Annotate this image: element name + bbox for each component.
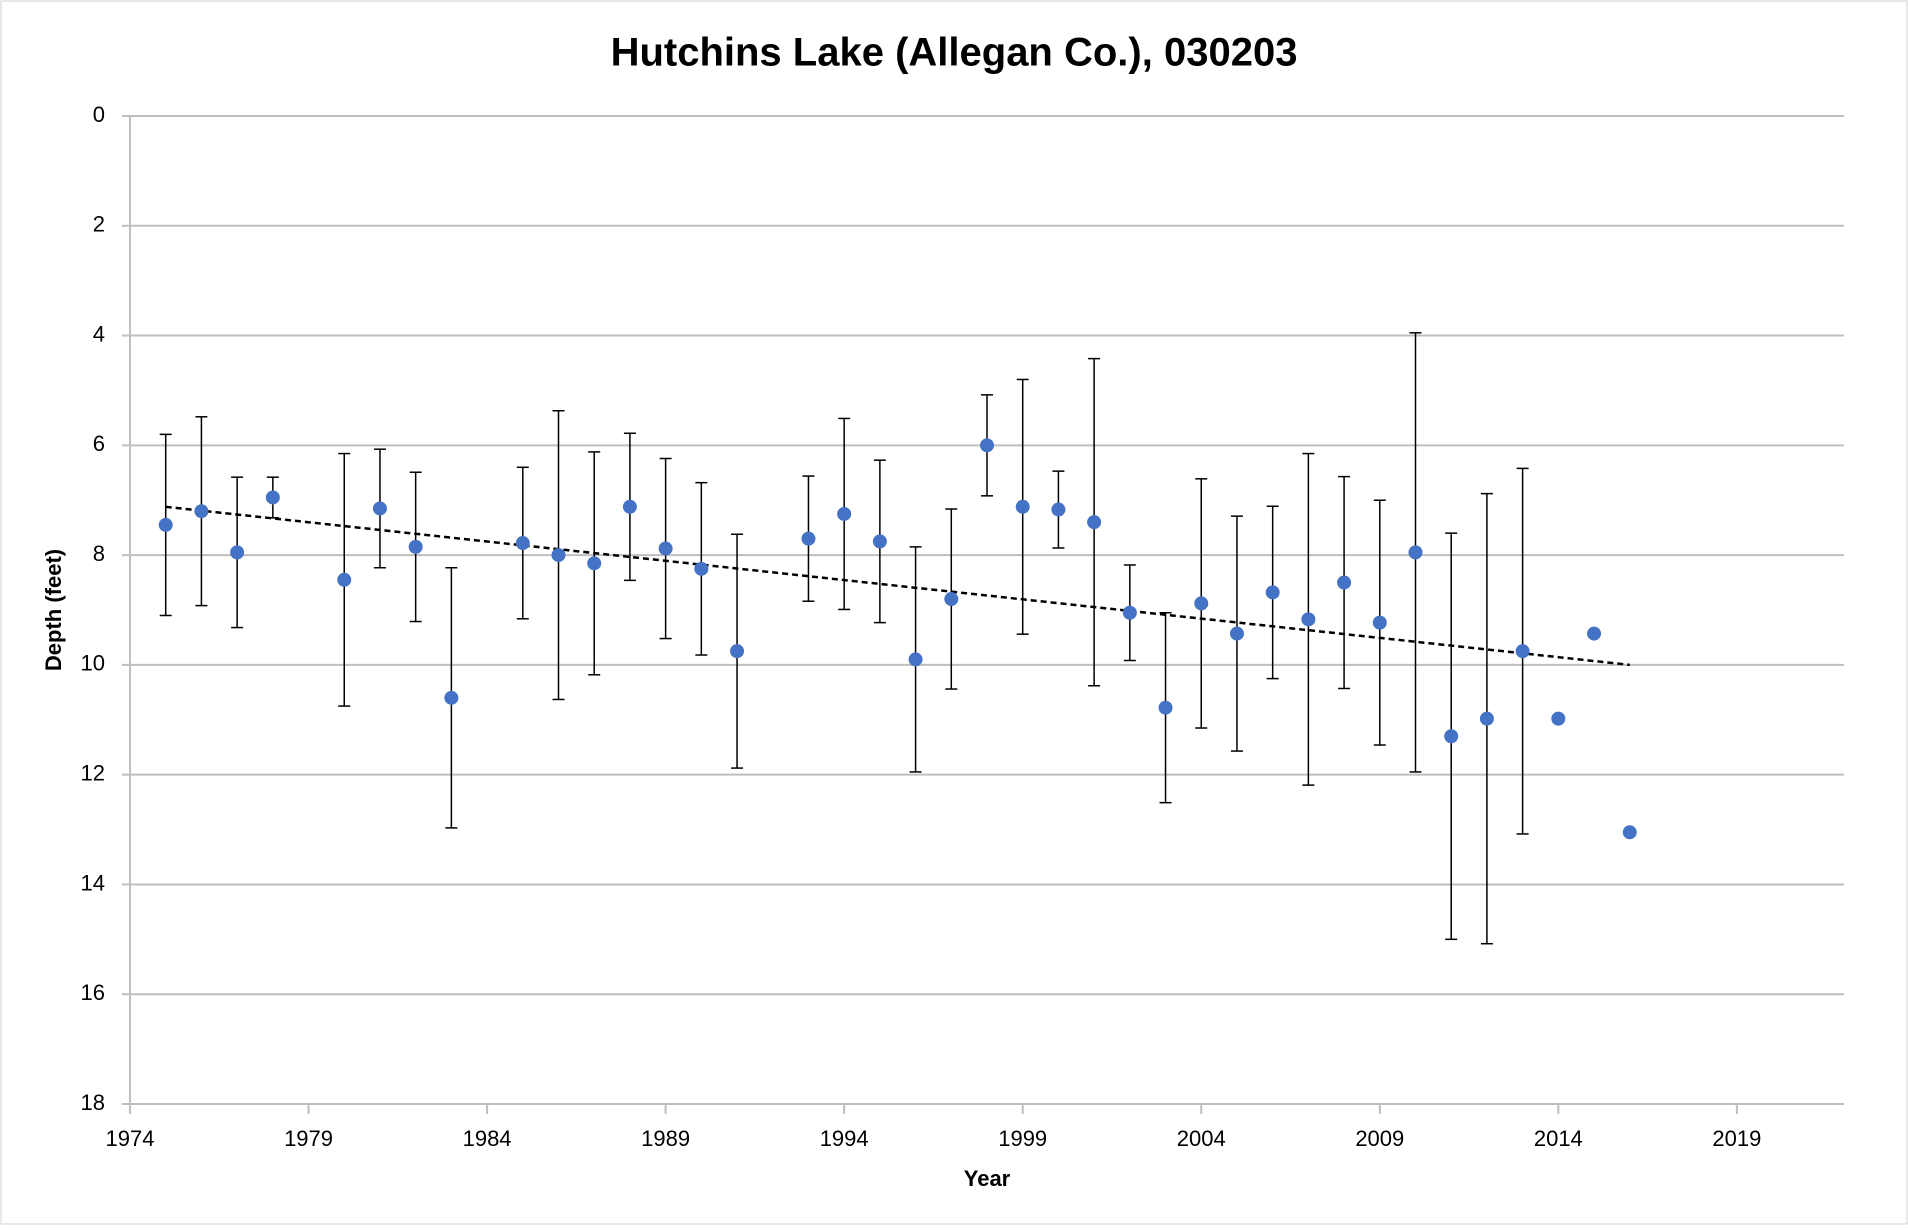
data-point	[1444, 729, 1459, 744]
x-axis-title: Year	[964, 1166, 1011, 1191]
y-tick-label: 14	[81, 870, 105, 895]
chart-title: Hutchins Lake (Allegan Co.), 030203	[611, 31, 1298, 75]
data-point	[980, 438, 994, 453]
data-point	[1087, 515, 1102, 530]
data-point	[1622, 825, 1637, 840]
data-point	[944, 592, 959, 607]
data-point	[158, 517, 173, 532]
y-tick-label: 10	[81, 651, 105, 676]
trendline	[165, 505, 1630, 667]
data-point	[872, 534, 887, 549]
data-point	[1301, 612, 1316, 627]
x-tick-label: 1984	[463, 1126, 512, 1151]
y-tick-label: 2	[93, 212, 105, 237]
x-tick-label: 1979	[284, 1126, 333, 1151]
data-point	[1408, 545, 1423, 560]
data-point	[1551, 711, 1566, 726]
data-point	[1122, 605, 1137, 620]
data-point	[265, 490, 280, 505]
y-axis-title: Depth (feet)	[41, 549, 66, 671]
x-tick-label: 2004	[1177, 1126, 1226, 1151]
y-tick-label: 12	[81, 760, 105, 785]
data-point	[1587, 626, 1602, 641]
y-tick-label: 6	[93, 431, 105, 456]
data-point	[1158, 700, 1173, 715]
x-tick-label: 1999	[998, 1126, 1047, 1151]
data-point	[658, 541, 673, 556]
data-point	[908, 652, 923, 667]
data-point	[1051, 502, 1066, 517]
data-point	[1229, 626, 1244, 641]
data-point	[194, 504, 209, 519]
data-point	[1337, 575, 1352, 590]
data-point	[1194, 596, 1209, 611]
data-point	[1515, 644, 1530, 659]
data-point	[408, 539, 423, 554]
data-point	[444, 690, 459, 705]
x-tick-label: 2019	[1712, 1126, 1761, 1151]
data-point	[837, 506, 852, 521]
data-point	[337, 572, 352, 587]
data-point	[694, 561, 709, 576]
x-tick-label: 1974	[106, 1126, 155, 1151]
x-tick-label: 2009	[1355, 1126, 1404, 1151]
data-point	[1372, 615, 1387, 630]
data-point	[730, 644, 745, 659]
data-point	[515, 536, 530, 551]
data-point	[587, 556, 602, 571]
y-tick-label: 0	[93, 102, 105, 127]
data-point	[372, 501, 387, 516]
y-tick-label: 16	[81, 980, 105, 1005]
data-point	[551, 548, 566, 563]
x-tick-label: 2014	[1534, 1126, 1583, 1151]
x-tick-label: 1989	[641, 1126, 690, 1151]
data-point	[1265, 585, 1280, 600]
y-tick-label: 4	[93, 321, 105, 346]
y-tick-label: 8	[93, 541, 105, 566]
data-point	[1479, 711, 1494, 726]
data-point	[230, 545, 245, 560]
data-point	[1015, 499, 1030, 514]
y-tick-label: 18	[81, 1090, 105, 1115]
x-tick-label: 1994	[820, 1126, 869, 1151]
data-point	[622, 499, 637, 514]
data-point	[801, 531, 816, 546]
